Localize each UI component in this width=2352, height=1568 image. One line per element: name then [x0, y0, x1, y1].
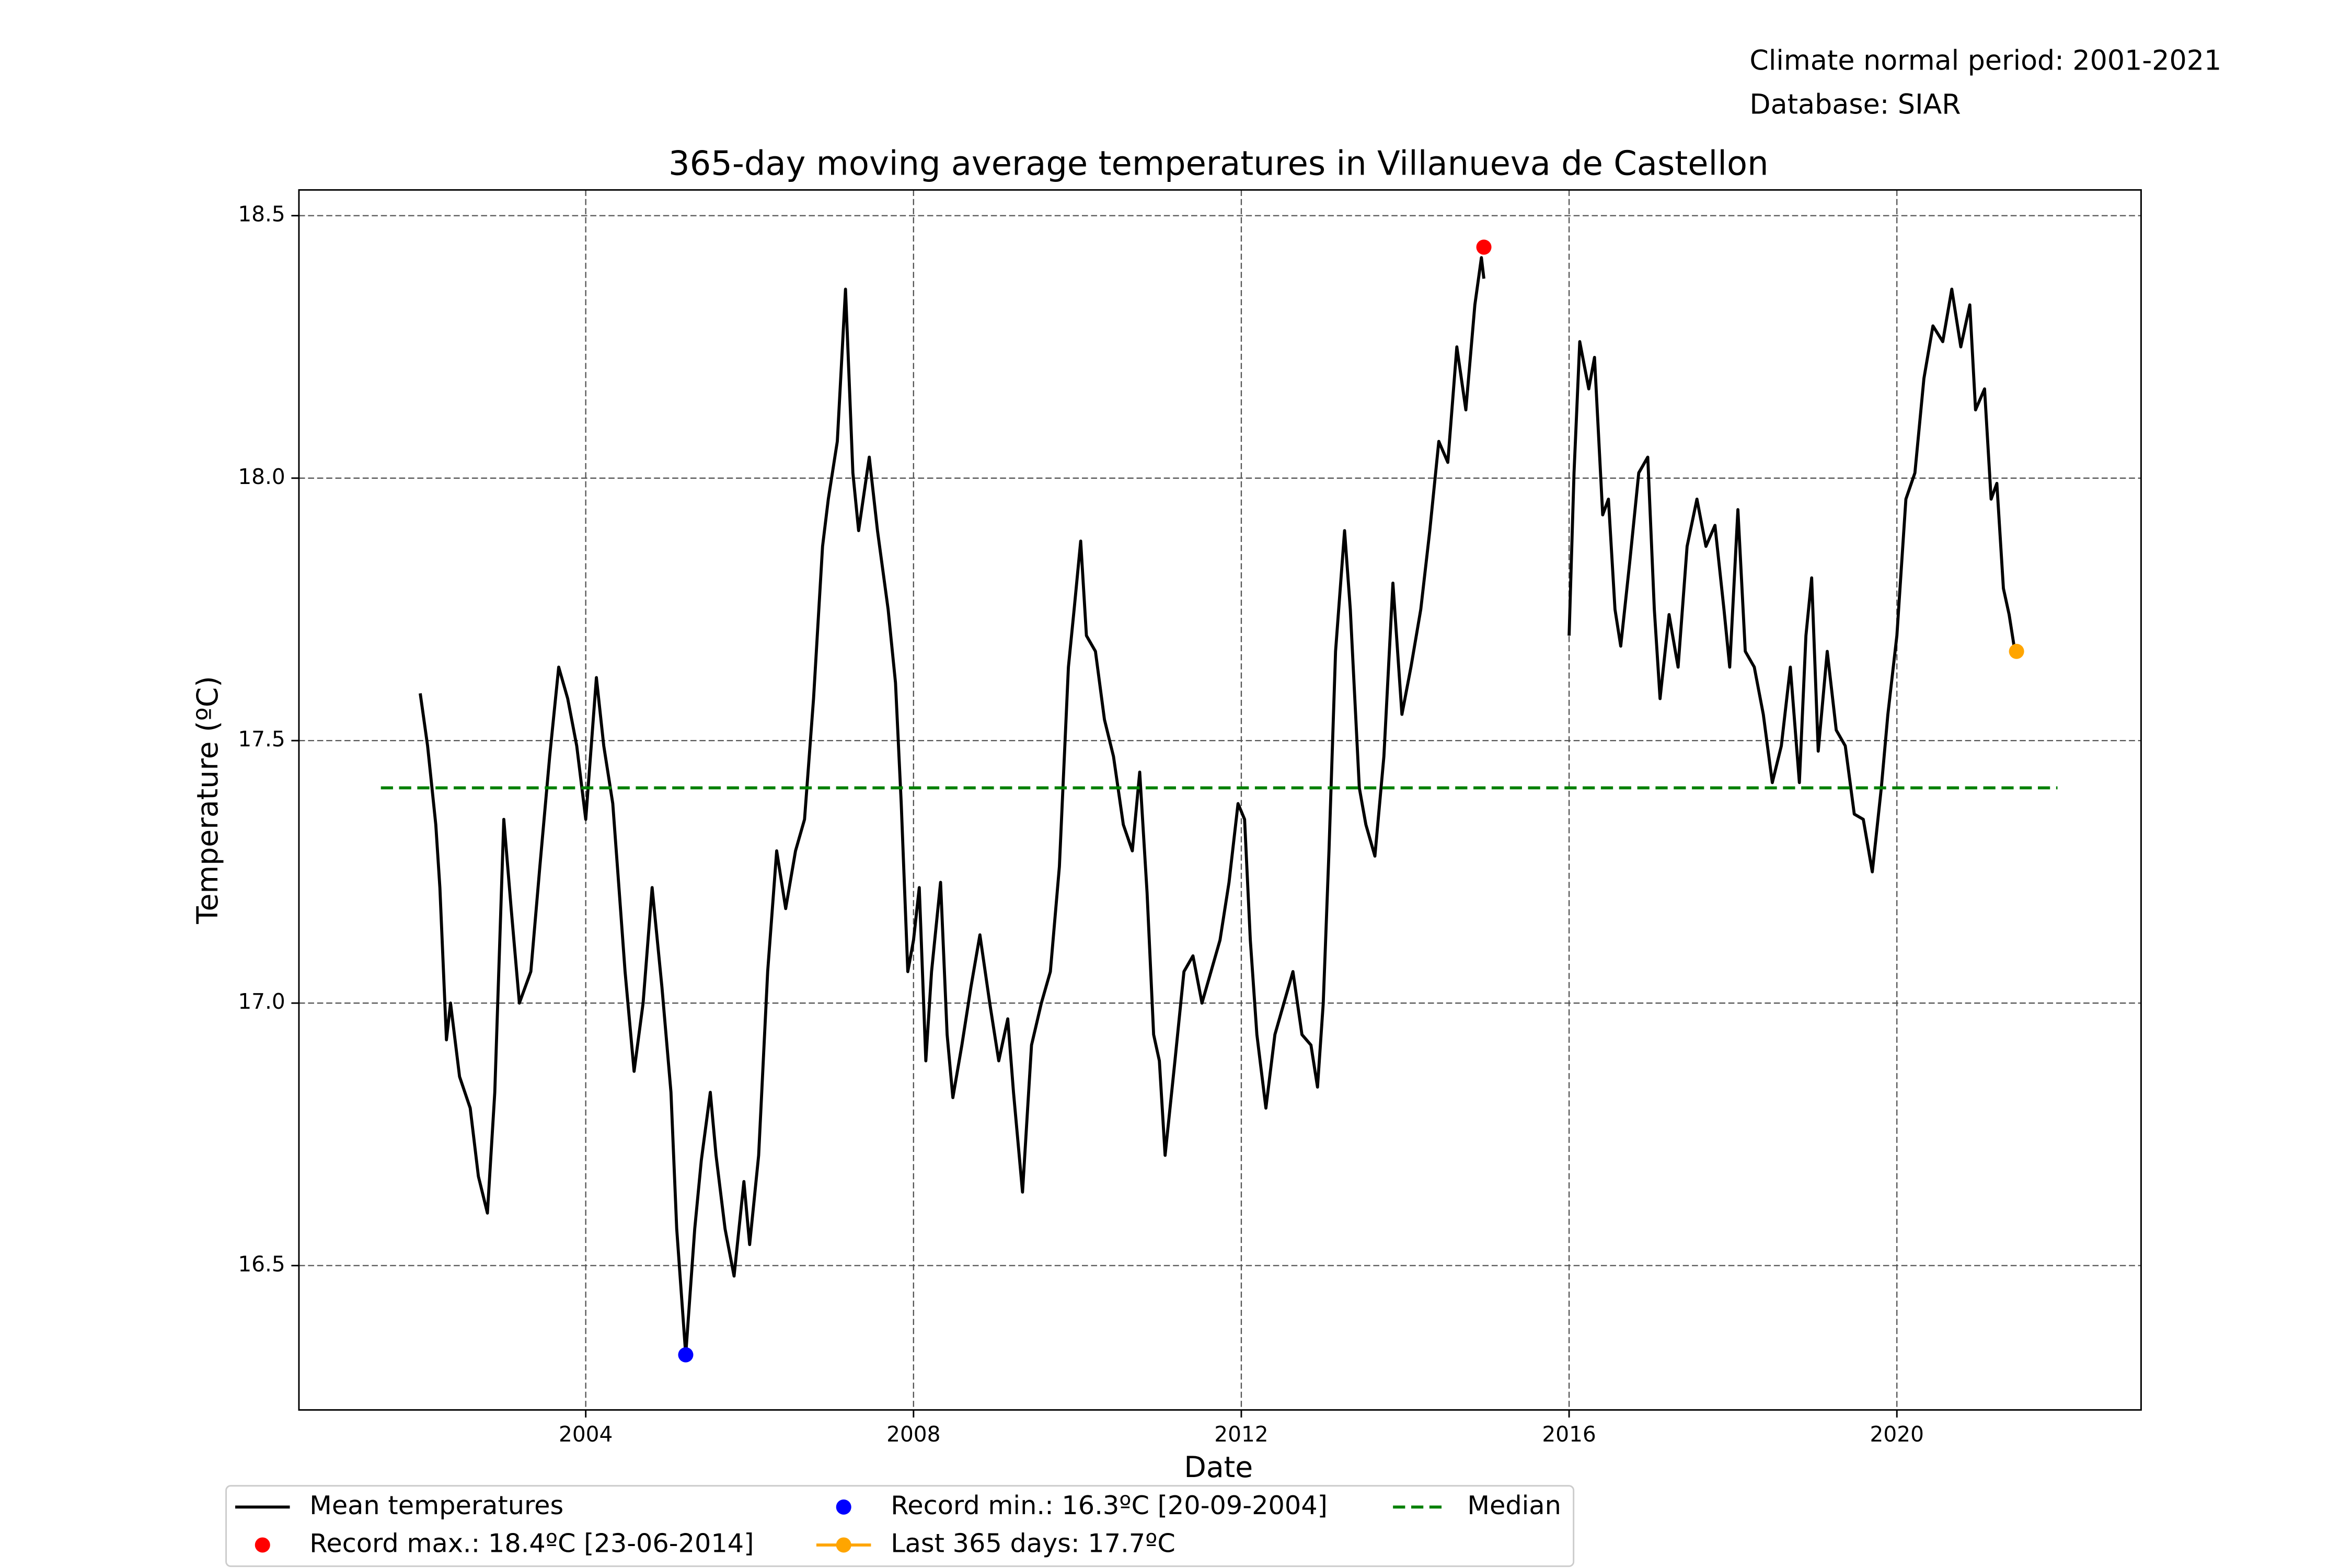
y-tick-label: 16.5 [238, 1251, 285, 1276]
x-tick-label: 2016 [1542, 1422, 1596, 1447]
y-tick-label: 17.5 [238, 727, 285, 752]
legend-marker [836, 1537, 851, 1553]
data-point [678, 1347, 694, 1363]
y-tick-label: 18.5 [238, 202, 285, 227]
y-tick-label: 18.0 [238, 464, 285, 489]
plot-frame [298, 189, 2142, 1411]
data-point [1476, 239, 1492, 255]
legend-box [225, 1485, 1575, 1567]
chart-title: 365-day moving average temperatures in V… [668, 145, 1769, 183]
legend-label: Last 365 days: 17.7ºC [891, 1528, 1175, 1558]
annotation: Climate normal period: 2001-2021 [1749, 45, 2221, 77]
legend-label: Record min.: 16.3ºC [20-09-2004] [891, 1490, 1328, 1520]
y-tick-label: 17.0 [238, 989, 285, 1014]
legend-label: Record max.: 18.4ºC [23-06-2014] [309, 1528, 754, 1558]
series-line [419, 256, 2016, 1357]
legend-marker [255, 1537, 270, 1553]
legend-label: Median [1467, 1490, 1561, 1520]
annotation: Database: SIAR [1749, 89, 1961, 121]
legend-label: Mean temperatures [309, 1490, 563, 1520]
legend-marker [836, 1499, 851, 1515]
data-point [2009, 643, 2024, 659]
x-axis-label: Date [1184, 1451, 1253, 1484]
y-axis-label: Temperature (ºC) [191, 676, 225, 924]
x-tick-label: 2008 [886, 1422, 940, 1447]
x-tick-label: 2004 [559, 1422, 613, 1447]
x-tick-label: 2020 [1870, 1422, 1924, 1447]
x-tick-label: 2012 [1214, 1422, 1268, 1447]
